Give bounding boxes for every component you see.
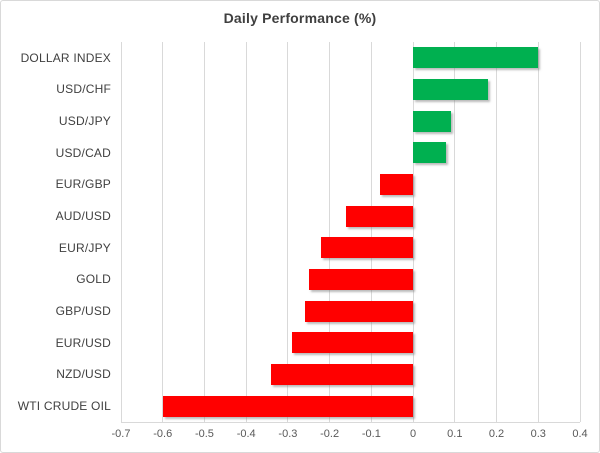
performance-bar bbox=[413, 47, 539, 69]
gridline bbox=[329, 42, 331, 422]
category-label: EUR/GBP bbox=[55, 177, 111, 192]
x-tick-label: 0.3 bbox=[530, 428, 546, 440]
value-axis: -0.7 -0.6 -0.5 -0.4 -0.3 -0.2 -0.1 0 0.1 0.2 0.3 0.… bbox=[1, 428, 599, 444]
performance-bar bbox=[413, 79, 489, 100]
gridline bbox=[203, 42, 205, 422]
gridline bbox=[579, 42, 581, 422]
category-label: DOLLAR INDEX bbox=[20, 50, 111, 65]
category-label: AUD/USD bbox=[55, 209, 111, 224]
gridline bbox=[245, 42, 247, 422]
performance-bar bbox=[321, 237, 414, 259]
gridline bbox=[370, 42, 372, 422]
x-tick-label: 0.4 bbox=[572, 428, 588, 440]
gridline bbox=[537, 42, 539, 422]
performance-bar bbox=[304, 300, 414, 322]
category-label: EUR/JPY bbox=[58, 240, 111, 255]
x-tick-label: -0.7 bbox=[111, 428, 131, 440]
gridline bbox=[412, 42, 414, 422]
performance-bar bbox=[292, 332, 414, 354]
category-label: GOLD bbox=[76, 272, 111, 287]
x-tick-label: -0.1 bbox=[361, 428, 381, 440]
performance-bar bbox=[308, 269, 414, 290]
category-label: USD/CAD bbox=[55, 145, 111, 160]
gridline bbox=[287, 42, 289, 422]
plot-area bbox=[120, 42, 581, 423]
x-tick-label: 0 bbox=[410, 428, 417, 440]
gridline bbox=[496, 42, 498, 422]
x-tick-label: -0.5 bbox=[194, 428, 214, 440]
gridline bbox=[162, 42, 164, 422]
x-tick-label: 0.1 bbox=[447, 428, 463, 440]
x-tick-label: -0.3 bbox=[278, 428, 298, 440]
performance-bar bbox=[379, 174, 414, 195]
category-label: WTI CRUDE OIL bbox=[17, 399, 111, 414]
x-tick-label: -0.4 bbox=[236, 428, 256, 440]
x-tick-label: 0.2 bbox=[488, 428, 505, 440]
performance-bar bbox=[346, 205, 414, 227]
category-label: USD/JPY bbox=[58, 114, 111, 129]
category-label: NZD/USD bbox=[56, 367, 111, 382]
category-label: EUR/USD bbox=[55, 335, 111, 350]
category-label: USD/CHF bbox=[56, 82, 111, 97]
performance-bar bbox=[162, 395, 414, 417]
performance-bar bbox=[413, 110, 451, 132]
gridline bbox=[454, 42, 456, 422]
performance-bar bbox=[271, 364, 414, 385]
gridline bbox=[120, 42, 122, 422]
x-tick-label: -0.6 bbox=[153, 428, 173, 440]
chart-title: Daily Performance (%) bbox=[223, 10, 377, 26]
category-axis: DOLLAR INDEX USD/CHF USD/JPY USD/CAD EUR/GBP… bbox=[1, 42, 111, 422]
x-tick-label: -0.2 bbox=[320, 428, 340, 440]
category-label: GBP/USD bbox=[55, 304, 111, 319]
performance-bar bbox=[413, 142, 447, 164]
